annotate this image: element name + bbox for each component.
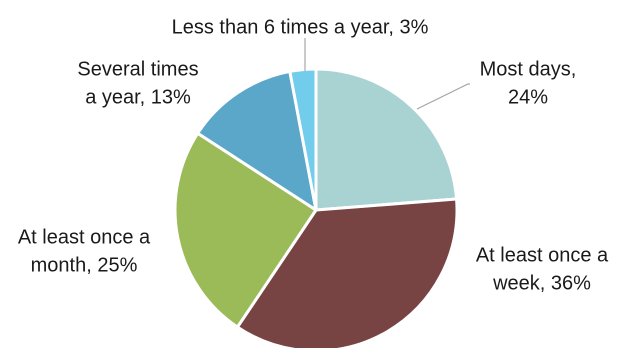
pie-slice-several-times-a-year <box>196 69 318 212</box>
leader-lines <box>304 38 470 110</box>
slice-label-line: At least once a <box>476 244 609 266</box>
leader-line <box>416 83 470 110</box>
slice-label-line: At least once a <box>18 226 151 248</box>
pie-slices <box>173 67 459 348</box>
slice-label-line: 24% <box>508 86 548 108</box>
pie-slice-most-days <box>314 67 459 212</box>
slice-label-line: Most days, <box>480 58 577 80</box>
slice-labels: Most days, 24%At least once a week, 36%At … <box>18 16 609 294</box>
pie-slice-at-least-once-a-month <box>173 131 318 329</box>
slice-label: At least once a month, 25% <box>18 226 151 276</box>
slice-label: Several times a year, 13% <box>77 58 198 108</box>
slice-label-line: a year, 13% <box>85 86 191 108</box>
slice-label-line: Less than 6 times a year, 3% <box>172 16 429 38</box>
pie-slice-at-least-once-a-week <box>235 197 459 348</box>
slice-label-line: month, 25% <box>31 254 138 276</box>
slice-label: Less than 6 times a year, 3% <box>172 16 429 38</box>
slice-label: At least once a week, 36% <box>476 244 609 294</box>
slice-label-line: week, 36% <box>492 272 591 294</box>
slice-label: Most days, 24% <box>480 58 577 108</box>
pie-slice-less-than-6-times-a-year <box>288 67 318 212</box>
slice-label-line: Several times <box>77 58 198 80</box>
